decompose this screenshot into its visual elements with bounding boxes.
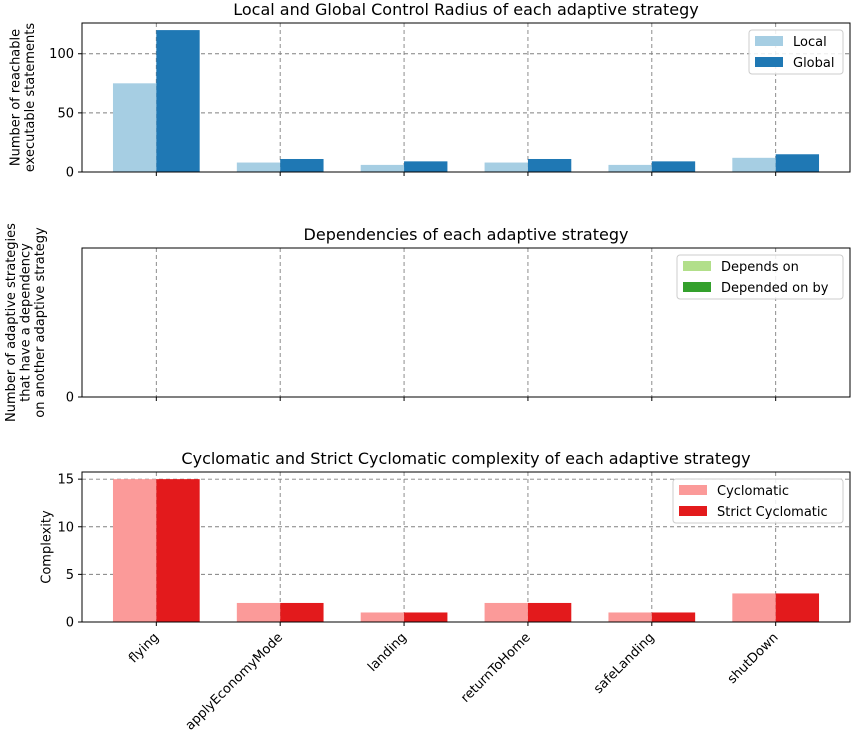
bar	[280, 602, 324, 622]
chart-title: Dependencies of each adaptive strategy	[304, 225, 629, 244]
bar	[156, 30, 200, 172]
y-tick-label: 50	[57, 106, 74, 121]
y-tick-label: 15	[57, 473, 74, 488]
bar	[732, 157, 776, 172]
legend-label: Local	[793, 35, 827, 50]
bar	[156, 479, 200, 622]
legend-label: Strict Cyclomatic	[717, 505, 828, 520]
legend-swatch	[755, 57, 783, 67]
bar	[484, 602, 528, 622]
axes-frame	[81, 247, 851, 398]
bar	[527, 602, 572, 622]
y-axis-label-line: Number of adaptive strategies	[4, 223, 19, 422]
x-tick-label: shutDown	[725, 630, 782, 687]
y-axis-label-line: executable statements	[23, 23, 38, 172]
y-axis-label: Number of reachableexecutable statements	[8, 23, 38, 172]
bar	[527, 158, 572, 172]
axes-frame	[81, 471, 851, 623]
legend-label: Depended on by	[721, 281, 829, 296]
y-axis-label-line: that have a dependency	[19, 243, 34, 402]
bar	[280, 158, 324, 172]
legend: Depends on Depended on by	[676, 254, 844, 300]
y-axis-label-line: Complexity	[40, 510, 55, 584]
bar	[360, 612, 405, 622]
x-tick-label: safeLanding	[591, 630, 658, 697]
bar	[112, 479, 157, 622]
y-axis-label-line: Number of reachable	[8, 29, 23, 166]
chart-panel-1: 0 50 100 Local and Global Control Radius of…	[8, 0, 851, 181]
legend-swatch	[679, 485, 707, 495]
legend-swatch	[683, 282, 711, 292]
legend: Cyclomatic Strict Cyclomatic	[672, 478, 844, 524]
bar	[651, 612, 696, 622]
bar	[236, 602, 281, 622]
bar	[608, 612, 652, 622]
y-tick-label: 0	[66, 391, 74, 406]
legend: Local Global	[748, 29, 844, 75]
legend-label: Depends on	[721, 260, 799, 275]
bar	[484, 162, 528, 172]
chart-title: Cyclomatic and Strict Cyclomatic complex…	[181, 449, 750, 468]
bar	[651, 161, 696, 172]
y-tick-label: 100	[49, 47, 74, 62]
legend-swatch	[683, 261, 711, 271]
bar	[608, 164, 652, 172]
chart-panel-2: 0 Dependencies of each adaptive strategy N…	[4, 223, 851, 422]
bar	[775, 593, 820, 622]
x-tick-label: applyEconomyMode	[183, 630, 286, 733]
legend-label: Cyclomatic	[717, 484, 789, 499]
y-tick-label: 5	[66, 568, 74, 583]
y-axis-label: Complexity	[40, 510, 55, 584]
bar	[236, 162, 281, 172]
bar	[775, 154, 820, 172]
legend-box	[676, 254, 844, 300]
x-tick-label: flying	[126, 630, 162, 666]
bar	[112, 83, 157, 172]
chart-panel-3: 0 5 10 15 flying applyEconomyMode landing retur…	[40, 449, 851, 734]
legend-box	[672, 478, 844, 524]
x-tick-label: landing	[365, 630, 410, 675]
bar	[404, 612, 448, 622]
bar	[360, 164, 405, 172]
y-tick-label: 10	[57, 520, 74, 535]
bar	[732, 593, 776, 622]
chart-title: Local and Global Control Radius of each …	[233, 0, 698, 19]
y-tick-label: 0	[66, 616, 74, 631]
x-tick-label: returnToHome	[458, 630, 534, 706]
legend-swatch	[755, 36, 783, 46]
y-tick-label: 0	[66, 166, 74, 181]
axes-frame	[81, 22, 851, 173]
bar	[404, 161, 448, 172]
y-axis-label-line: on another adaptive strategy	[33, 227, 48, 418]
y-axis-label: Number of adaptive strategiesthat have a…	[4, 223, 48, 422]
legend-label: Global	[793, 56, 834, 71]
legend-swatch	[679, 506, 707, 516]
